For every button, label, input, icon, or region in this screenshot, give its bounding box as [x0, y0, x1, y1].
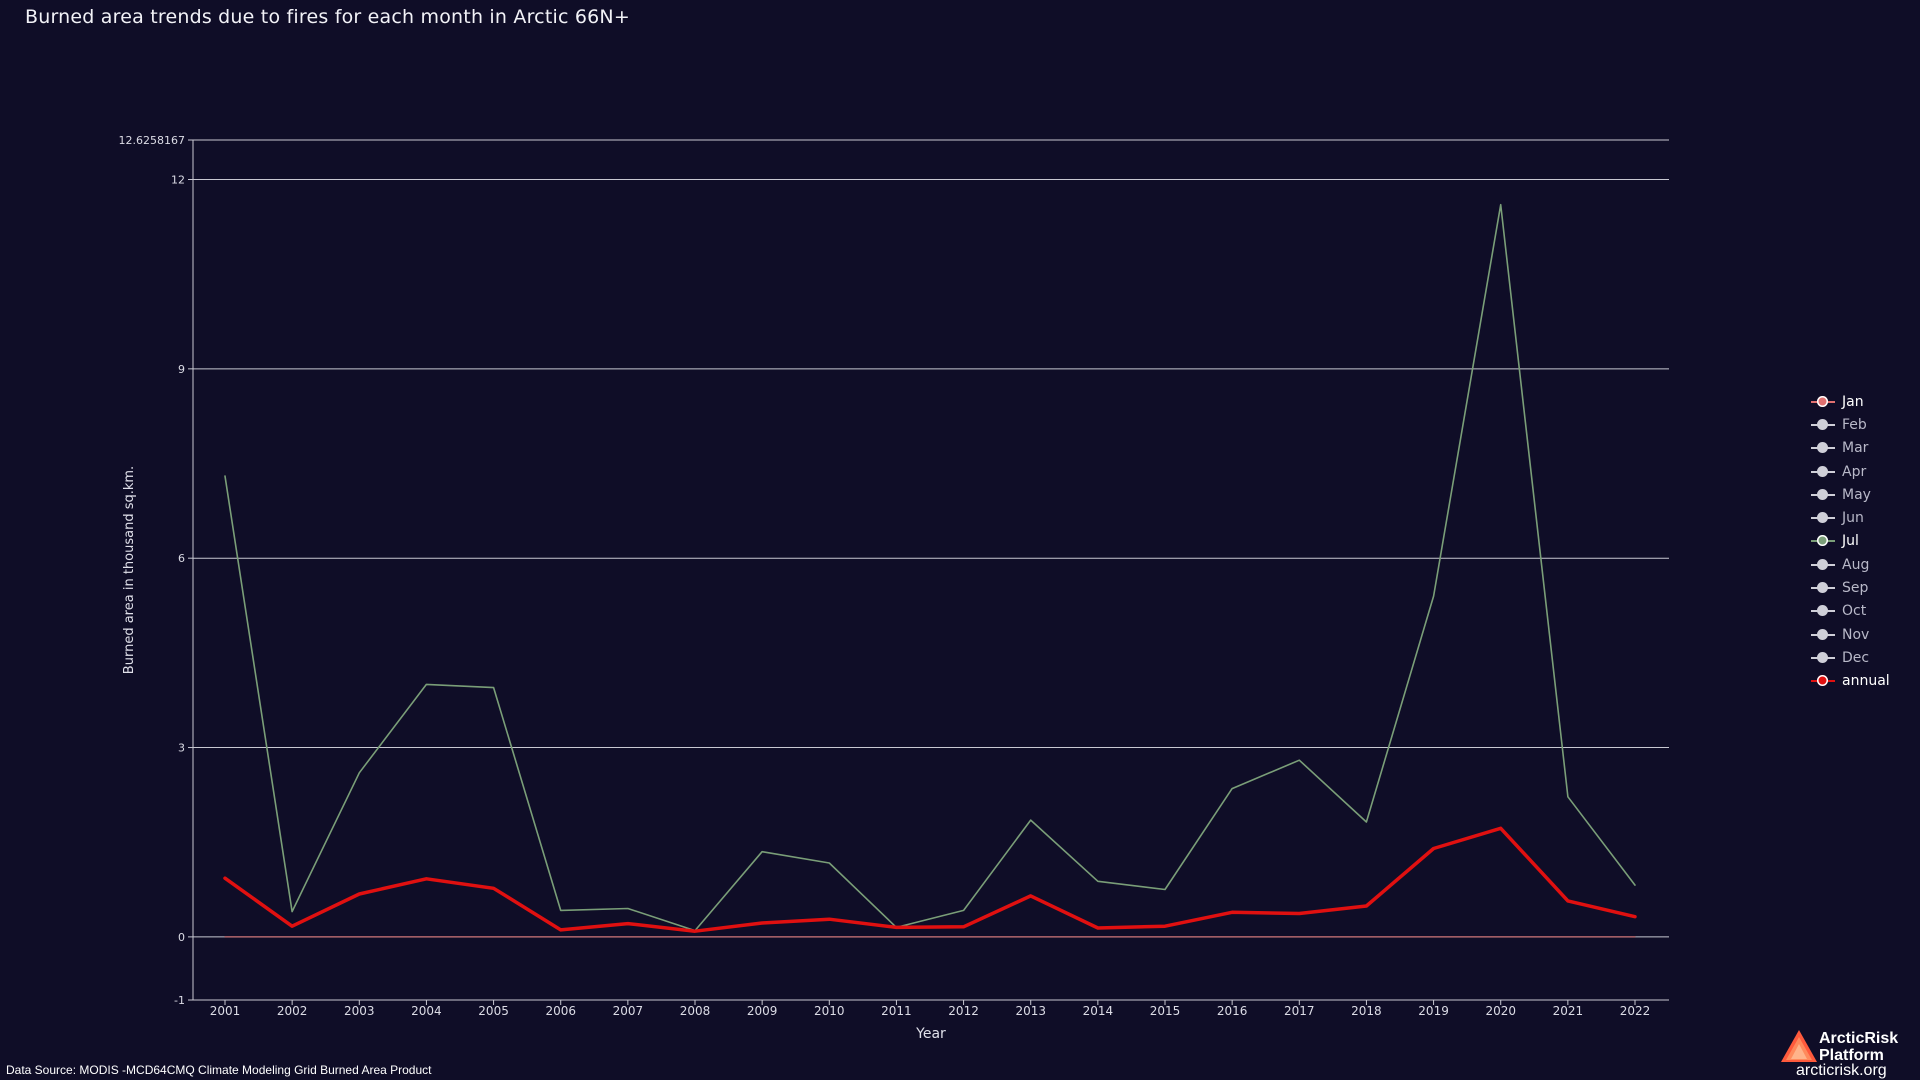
x-tick-label: 2013: [1015, 1004, 1046, 1018]
chart-title: Burned area trends due to fires for each…: [25, 6, 630, 28]
triangle-logo-icon: [1781, 1030, 1817, 1062]
legend-label: Jun: [1842, 510, 1864, 527]
y-tick-label: 6: [178, 552, 185, 565]
legend-swatch: [1808, 511, 1838, 525]
legend-item-mar[interactable]: Mar: [1808, 437, 1890, 460]
legend-item-feb[interactable]: Feb: [1808, 413, 1890, 436]
legend-label: Sep: [1842, 580, 1869, 597]
legend-label: Oct: [1842, 603, 1867, 620]
legend-swatch: [1808, 395, 1838, 409]
legend-label: Jul: [1842, 533, 1859, 550]
y-tick-label: 12: [171, 173, 185, 186]
series-line-jul: [224, 203, 1636, 932]
legend-item-oct[interactable]: Oct: [1808, 600, 1890, 623]
legend-label: annual: [1842, 673, 1890, 690]
x-tick-label: 2020: [1485, 1004, 1516, 1018]
x-tick-label: 2016: [1217, 1004, 1248, 1018]
x-axis-label: Year: [915, 1026, 946, 1042]
y-tick-label: 3: [178, 742, 185, 755]
x-tick-label: 2014: [1083, 1004, 1114, 1018]
x-tick-label: 2012: [948, 1004, 979, 1018]
x-tick-label: 2005: [478, 1004, 509, 1018]
x-tick-label: 2022: [1620, 1004, 1651, 1018]
x-tick-label: 2008: [680, 1004, 711, 1018]
legend-label: Apr: [1842, 463, 1867, 480]
legend-swatch: [1808, 651, 1838, 665]
x-tick-label: 2004: [411, 1004, 442, 1018]
x-tick-label: 2010: [814, 1004, 845, 1018]
legend-label: Mar: [1842, 440, 1869, 457]
y-tick-label: -1: [174, 994, 185, 1007]
legend-swatch: [1808, 488, 1838, 502]
brand-name-line1: ArcticRisk: [1819, 1030, 1899, 1047]
x-tick-label: 2011: [881, 1004, 912, 1018]
x-tick-label: 2018: [1351, 1004, 1382, 1018]
x-tick-label: 2003: [344, 1004, 375, 1018]
legend-swatch: [1808, 534, 1838, 548]
y-tick-label: 12.6258167: [119, 134, 185, 147]
x-tick-label: 2017: [1284, 1004, 1315, 1018]
brand-logo[interactable]: ArcticRisk Platform arcticrisk.org: [1778, 1026, 1920, 1080]
series-line-annual: [223, 826, 1637, 933]
x-tick-label: 2021: [1553, 1004, 1584, 1018]
legend-swatch: [1808, 465, 1838, 479]
data-source-note: Data Source: MODIS -MCD64CMQ Climate Mod…: [6, 1063, 432, 1077]
legend-item-sep[interactable]: Sep: [1808, 576, 1890, 599]
legend-item-aug[interactable]: Aug: [1808, 553, 1890, 576]
legend-label: Feb: [1842, 416, 1867, 433]
legend-item-nov[interactable]: Nov: [1808, 623, 1890, 646]
legend-swatch: [1808, 441, 1838, 455]
legend-swatch: [1808, 418, 1838, 432]
x-tick-label: 2006: [545, 1004, 576, 1018]
x-tick-label: 2002: [277, 1004, 308, 1018]
brand-name-line2: Platform: [1819, 1047, 1884, 1064]
x-tick-label: 2019: [1418, 1004, 1449, 1018]
y-axis-label: Burned area in thousand sq.km.: [122, 466, 137, 674]
legend-label: Nov: [1842, 626, 1870, 643]
legend-label: Dec: [1842, 649, 1870, 666]
chart-legend: Jan Feb Mar Apr May Jun Jul Aug Sep Oct Nov Dec annu…: [1808, 390, 1890, 693]
y-tick-label: 0: [178, 931, 185, 944]
legend-label: Aug: [1842, 556, 1870, 573]
legend-item-jun[interactable]: Jun: [1808, 506, 1890, 529]
brand-url: arcticrisk.org: [1796, 1062, 1887, 1079]
legend-swatch: [1808, 581, 1838, 595]
legend-swatch: [1808, 628, 1838, 642]
x-tick-label: 2001: [210, 1004, 241, 1018]
x-tick-label: 2007: [613, 1004, 644, 1018]
legend-item-jan[interactable]: Jan: [1808, 390, 1890, 413]
legend-item-annual[interactable]: annual: [1808, 670, 1890, 693]
legend-label: May: [1842, 486, 1871, 503]
legend-swatch: [1808, 604, 1838, 618]
x-tick-label: 2015: [1150, 1004, 1181, 1018]
brand-name: ArcticRisk Platform: [1819, 1030, 1919, 1064]
legend-item-dec[interactable]: Dec: [1808, 646, 1890, 669]
legend-item-apr[interactable]: Apr: [1808, 460, 1890, 483]
legend-item-may[interactable]: May: [1808, 483, 1890, 506]
y-tick-label: 9: [178, 363, 185, 376]
legend-swatch: [1808, 674, 1838, 688]
legend-swatch: [1808, 558, 1838, 572]
x-tick-label: 2009: [747, 1004, 778, 1018]
legend-item-jul[interactable]: Jul: [1808, 530, 1890, 553]
legend-label: Jan: [1842, 393, 1864, 410]
